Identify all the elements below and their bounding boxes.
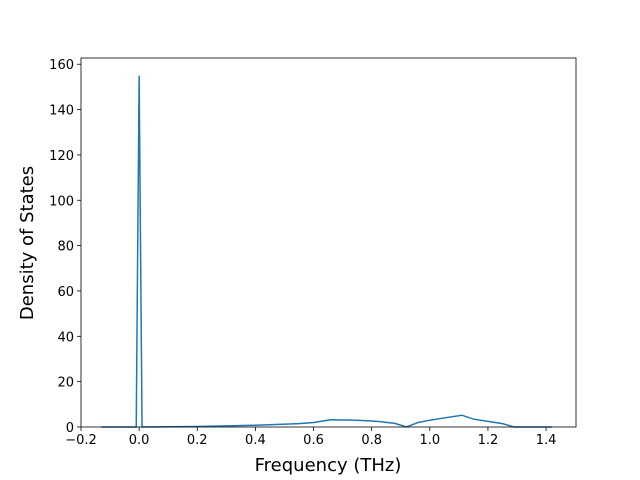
x-tick-label: 1.0 [419,433,440,448]
plot-frame [80,57,577,428]
y-tick-label: 60 [57,285,74,300]
x-tick-label: 0.0 [129,433,150,448]
y-tick-label: 80 [57,240,74,255]
x-tick-label: 0.8 [361,433,382,448]
line-series [101,75,552,428]
y-tick-label: 40 [57,330,74,345]
x-tick-label: −0.2 [65,433,97,448]
y-tick-label: 100 [49,194,74,209]
x-tick-label: 0.6 [303,433,324,448]
x-tick-label: 0.4 [245,433,266,448]
y-tick-label: 120 [49,149,74,164]
y-axis-label: Density of States [17,166,38,320]
x-tick-label: 1.2 [478,433,499,448]
y-tick-label: 0 [66,421,74,436]
x-tick-label: 1.4 [536,433,557,448]
y-tick-label: 160 [49,58,74,73]
y-tick-label: 140 [49,104,74,119]
y-tick-label: 20 [57,376,74,391]
x-axis-label: Frequency (THz) [255,455,402,476]
x-tick-label: 0.2 [187,433,208,448]
